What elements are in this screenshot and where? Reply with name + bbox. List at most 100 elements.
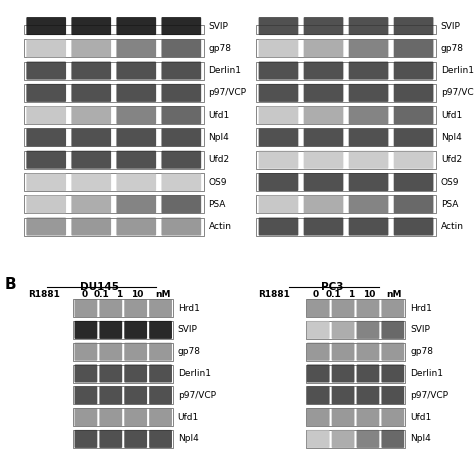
- FancyBboxPatch shape: [124, 365, 147, 383]
- Text: Hrd1: Hrd1: [178, 304, 200, 312]
- FancyBboxPatch shape: [382, 408, 404, 426]
- FancyBboxPatch shape: [394, 151, 433, 169]
- FancyBboxPatch shape: [394, 106, 433, 124]
- Text: Npl4: Npl4: [209, 133, 229, 142]
- Bar: [256, 218, 436, 236]
- Bar: [306, 299, 405, 317]
- FancyBboxPatch shape: [332, 430, 355, 448]
- FancyBboxPatch shape: [259, 195, 298, 213]
- Text: Derlin1: Derlin1: [410, 369, 443, 378]
- FancyBboxPatch shape: [394, 39, 433, 57]
- Text: PSA: PSA: [441, 200, 458, 209]
- FancyBboxPatch shape: [332, 365, 355, 383]
- FancyBboxPatch shape: [27, 151, 66, 169]
- FancyBboxPatch shape: [100, 299, 122, 317]
- Text: PC3: PC3: [320, 282, 343, 292]
- FancyBboxPatch shape: [149, 321, 172, 339]
- Text: SVIP: SVIP: [209, 22, 228, 30]
- Bar: [306, 321, 405, 339]
- FancyBboxPatch shape: [149, 408, 172, 426]
- FancyBboxPatch shape: [349, 218, 388, 236]
- FancyBboxPatch shape: [72, 128, 111, 146]
- FancyBboxPatch shape: [72, 17, 111, 35]
- FancyBboxPatch shape: [72, 84, 111, 102]
- Bar: [73, 321, 173, 339]
- FancyBboxPatch shape: [162, 106, 201, 124]
- Text: 1: 1: [116, 291, 123, 299]
- FancyBboxPatch shape: [382, 365, 404, 383]
- FancyBboxPatch shape: [100, 365, 122, 383]
- FancyBboxPatch shape: [307, 408, 329, 426]
- Text: gp78: gp78: [441, 44, 464, 53]
- FancyBboxPatch shape: [304, 62, 343, 80]
- FancyBboxPatch shape: [332, 299, 355, 317]
- FancyBboxPatch shape: [117, 195, 156, 213]
- Bar: [73, 365, 173, 383]
- Text: PSA: PSA: [209, 200, 226, 209]
- FancyBboxPatch shape: [74, 430, 97, 448]
- Text: 0: 0: [312, 291, 318, 299]
- FancyBboxPatch shape: [304, 173, 343, 191]
- FancyBboxPatch shape: [149, 365, 172, 383]
- FancyBboxPatch shape: [332, 408, 355, 426]
- Bar: [256, 106, 436, 124]
- Bar: [24, 151, 204, 169]
- Text: Ufd2: Ufd2: [209, 155, 230, 164]
- FancyBboxPatch shape: [27, 128, 66, 146]
- FancyBboxPatch shape: [259, 151, 298, 169]
- FancyBboxPatch shape: [117, 218, 156, 236]
- Bar: [256, 25, 436, 34]
- FancyBboxPatch shape: [100, 321, 122, 339]
- FancyBboxPatch shape: [124, 321, 147, 339]
- Bar: [24, 106, 204, 124]
- FancyBboxPatch shape: [394, 84, 433, 102]
- Text: Actin: Actin: [209, 222, 232, 231]
- FancyBboxPatch shape: [117, 151, 156, 169]
- Text: Actin: Actin: [441, 222, 464, 231]
- FancyBboxPatch shape: [117, 128, 156, 146]
- FancyBboxPatch shape: [27, 195, 66, 213]
- FancyBboxPatch shape: [74, 299, 97, 317]
- Text: SVIP: SVIP: [178, 326, 198, 334]
- Text: R1881: R1881: [28, 291, 60, 299]
- Bar: [73, 299, 173, 317]
- FancyBboxPatch shape: [162, 151, 201, 169]
- Text: 1: 1: [347, 291, 354, 299]
- Bar: [73, 343, 173, 361]
- FancyBboxPatch shape: [27, 84, 66, 102]
- FancyBboxPatch shape: [307, 386, 329, 404]
- Text: gp78: gp78: [410, 347, 433, 356]
- Text: 10: 10: [131, 291, 144, 299]
- FancyBboxPatch shape: [162, 39, 201, 57]
- Text: Npl4: Npl4: [441, 133, 462, 142]
- FancyBboxPatch shape: [304, 39, 343, 57]
- FancyBboxPatch shape: [124, 299, 147, 317]
- Bar: [256, 195, 436, 213]
- Bar: [24, 173, 204, 191]
- FancyBboxPatch shape: [27, 218, 66, 236]
- FancyBboxPatch shape: [304, 218, 343, 236]
- Text: gp78: gp78: [209, 44, 232, 53]
- FancyBboxPatch shape: [304, 84, 343, 102]
- Text: 0: 0: [82, 291, 87, 299]
- FancyBboxPatch shape: [100, 408, 122, 426]
- FancyBboxPatch shape: [117, 106, 156, 124]
- FancyBboxPatch shape: [74, 321, 97, 339]
- FancyBboxPatch shape: [74, 343, 97, 361]
- Text: Derlin1: Derlin1: [441, 66, 474, 75]
- Text: Ufd1: Ufd1: [178, 413, 199, 421]
- FancyBboxPatch shape: [72, 218, 111, 236]
- FancyBboxPatch shape: [349, 173, 388, 191]
- FancyBboxPatch shape: [117, 173, 156, 191]
- FancyBboxPatch shape: [149, 430, 172, 448]
- Bar: [24, 25, 204, 34]
- FancyBboxPatch shape: [124, 343, 147, 361]
- FancyBboxPatch shape: [349, 39, 388, 57]
- Text: B: B: [5, 277, 17, 292]
- FancyBboxPatch shape: [307, 321, 329, 339]
- FancyBboxPatch shape: [356, 343, 379, 361]
- FancyBboxPatch shape: [27, 17, 66, 35]
- FancyBboxPatch shape: [332, 321, 355, 339]
- FancyBboxPatch shape: [149, 299, 172, 317]
- FancyBboxPatch shape: [259, 173, 298, 191]
